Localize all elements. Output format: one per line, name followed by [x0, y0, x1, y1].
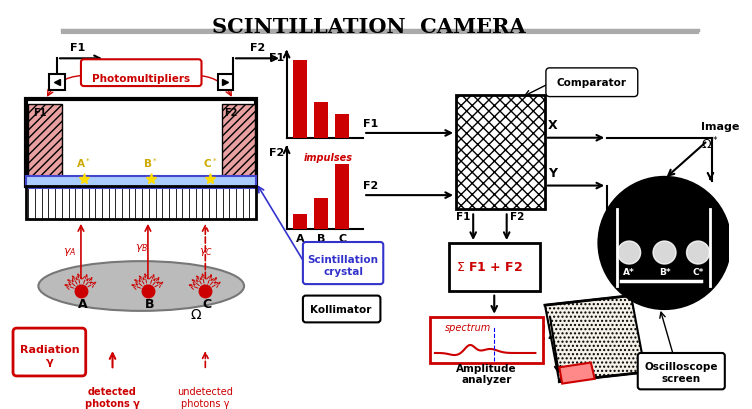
Text: $\Sigma$ F1 + F2: $\Sigma$ F1 + F2: [456, 261, 523, 274]
Text: F1: F1: [456, 212, 470, 222]
Text: Image: Image: [701, 122, 739, 132]
Text: A: A: [296, 234, 305, 244]
Circle shape: [687, 241, 709, 264]
Text: Comparator: Comparator: [556, 78, 627, 88]
Text: F1: F1: [33, 108, 47, 118]
Circle shape: [653, 241, 676, 264]
Text: C: C: [338, 234, 346, 244]
Polygon shape: [559, 363, 595, 384]
Bar: [430, 317, 543, 363]
Text: B: B: [317, 234, 326, 244]
Text: $\gamma_B$: $\gamma_B$: [135, 241, 148, 253]
Text: A: A: [78, 298, 88, 311]
Text: spectrum: spectrum: [444, 323, 491, 333]
Text: Scintillation
crystal: Scintillation crystal: [308, 254, 378, 276]
FancyBboxPatch shape: [81, 60, 202, 87]
Bar: [335, 164, 349, 229]
Bar: [29, 105, 62, 180]
Bar: [314, 102, 328, 138]
Text: A$^*$: A$^*$: [77, 156, 91, 170]
Text: F2: F2: [250, 43, 265, 52]
Text: C*: C*: [693, 267, 704, 276]
Text: $\Omega$: $\Omega$: [190, 307, 202, 321]
Text: F2: F2: [363, 181, 378, 191]
Text: SCINTILLATION  CAMERA: SCINTILLATION CAMERA: [212, 17, 526, 37]
Text: detected
photons γ: detected photons γ: [85, 387, 140, 408]
Text: A*: A*: [623, 267, 635, 276]
Text: B$^*$: B$^*$: [144, 156, 158, 170]
Text: F2: F2: [224, 108, 238, 118]
Text: undetected
photons γ: undetected photons γ: [177, 387, 233, 408]
Circle shape: [617, 241, 641, 264]
Ellipse shape: [38, 261, 244, 311]
Bar: [335, 115, 349, 138]
FancyBboxPatch shape: [13, 328, 86, 376]
Polygon shape: [545, 296, 645, 382]
Text: C: C: [203, 298, 212, 311]
Bar: [218, 74, 233, 91]
Text: F2: F2: [510, 212, 524, 222]
Bar: [222, 105, 255, 180]
Bar: [293, 61, 307, 138]
Text: F1: F1: [268, 52, 284, 63]
Text: C$^*$: C$^*$: [203, 156, 217, 170]
Text: Y: Y: [547, 166, 556, 180]
FancyBboxPatch shape: [638, 353, 725, 389]
Text: Z: Z: [547, 326, 559, 342]
FancyBboxPatch shape: [303, 243, 384, 284]
Text: $\Omega^*$: $\Omega^*$: [701, 135, 718, 152]
Text: F1: F1: [363, 119, 378, 129]
FancyBboxPatch shape: [546, 69, 638, 97]
Text: B*: B*: [659, 267, 670, 276]
Bar: [26, 177, 256, 189]
Text: F1: F1: [71, 43, 86, 52]
Text: Amplitude
analyzer: Amplitude analyzer: [456, 363, 517, 384]
Text: Photomultipliers: Photomultipliers: [92, 74, 190, 83]
Bar: [50, 74, 65, 91]
FancyBboxPatch shape: [303, 296, 381, 323]
Text: B: B: [145, 298, 155, 311]
Bar: [26, 186, 256, 220]
Text: $\gamma_A$: $\gamma_A$: [63, 246, 76, 258]
Bar: [456, 95, 545, 210]
Bar: [293, 214, 307, 229]
Text: impulses: impulses: [304, 153, 353, 163]
Bar: [449, 243, 540, 291]
Text: Radiation
γ: Radiation γ: [20, 344, 79, 366]
Bar: [26, 100, 256, 186]
Circle shape: [599, 178, 729, 308]
Text: F2: F2: [268, 148, 284, 158]
Text: $\gamma_C$: $\gamma_C$: [199, 246, 213, 258]
Text: Kollimator: Kollimator: [311, 304, 371, 314]
Text: Oscilloscope
screen: Oscilloscope screen: [644, 362, 717, 383]
Text: X: X: [547, 119, 557, 132]
Bar: [314, 198, 328, 229]
